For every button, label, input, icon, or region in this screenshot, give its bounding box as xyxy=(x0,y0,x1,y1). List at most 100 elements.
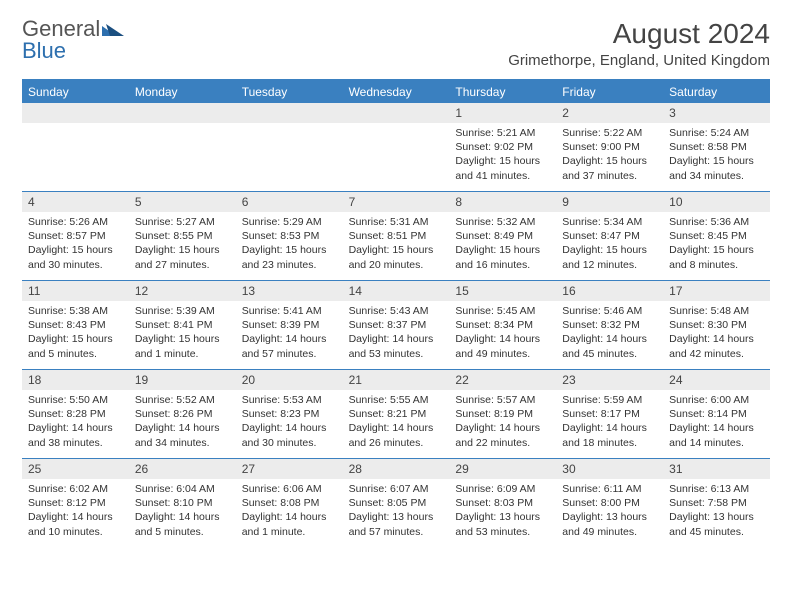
cell-line: Sunset: 8:14 PM xyxy=(669,407,764,421)
cell-day-number xyxy=(129,103,236,123)
logo: GeneralBlue xyxy=(22,18,124,62)
cell-line: Daylight: 13 hours and 45 minutes. xyxy=(669,510,764,538)
cell-line: Daylight: 14 hours and 34 minutes. xyxy=(135,421,230,449)
calendar-cell xyxy=(236,103,343,191)
calendar-cell: 18Sunrise: 5:50 AMSunset: 8:28 PMDayligh… xyxy=(22,370,129,458)
cell-line: Daylight: 14 hours and 10 minutes. xyxy=(28,510,123,538)
cell-day-number: 2 xyxy=(556,103,663,123)
week-row: 4Sunrise: 5:26 AMSunset: 8:57 PMDaylight… xyxy=(22,192,770,281)
calendar-cell: 12Sunrise: 5:39 AMSunset: 8:41 PMDayligh… xyxy=(129,281,236,369)
week-row: 18Sunrise: 5:50 AMSunset: 8:28 PMDayligh… xyxy=(22,370,770,459)
cell-line: Sunrise: 5:31 AM xyxy=(349,215,444,229)
week-row: 11Sunrise: 5:38 AMSunset: 8:43 PMDayligh… xyxy=(22,281,770,370)
cell-line: Daylight: 15 hours and 20 minutes. xyxy=(349,243,444,271)
cell-line: Sunset: 8:34 PM xyxy=(455,318,550,332)
cell-line: Sunset: 8:57 PM xyxy=(28,229,123,243)
cell-line: Sunrise: 6:06 AM xyxy=(242,482,337,496)
cell-line: Sunrise: 5:59 AM xyxy=(562,393,657,407)
cell-body: Sunrise: 5:43 AMSunset: 8:37 PMDaylight:… xyxy=(343,301,450,365)
cell-body: Sunrise: 5:24 AMSunset: 8:58 PMDaylight:… xyxy=(663,123,770,187)
cell-day-number: 12 xyxy=(129,281,236,301)
calendar-cell: 24Sunrise: 6:00 AMSunset: 8:14 PMDayligh… xyxy=(663,370,770,458)
calendar-cell: 7Sunrise: 5:31 AMSunset: 8:51 PMDaylight… xyxy=(343,192,450,280)
calendar-cell: 8Sunrise: 5:32 AMSunset: 8:49 PMDaylight… xyxy=(449,192,556,280)
cell-line: Sunrise: 5:24 AM xyxy=(669,126,764,140)
cell-line: Sunrise: 5:21 AM xyxy=(455,126,550,140)
calendar-cell: 17Sunrise: 5:48 AMSunset: 8:30 PMDayligh… xyxy=(663,281,770,369)
cell-body: Sunrise: 5:32 AMSunset: 8:49 PMDaylight:… xyxy=(449,212,556,276)
logo-mark-icon xyxy=(102,18,124,40)
cell-body: Sunrise: 5:39 AMSunset: 8:41 PMDaylight:… xyxy=(129,301,236,365)
logo-text-1: General xyxy=(22,18,100,40)
cell-line: Daylight: 15 hours and 8 minutes. xyxy=(669,243,764,271)
day-header-wednesday: Wednesday xyxy=(343,81,450,103)
cell-line: Sunset: 8:28 PM xyxy=(28,407,123,421)
cell-day-number: 31 xyxy=(663,459,770,479)
cell-line: Sunset: 8:49 PM xyxy=(455,229,550,243)
cell-body xyxy=(129,123,236,130)
cell-day-number: 18 xyxy=(22,370,129,390)
cell-body: Sunrise: 5:55 AMSunset: 8:21 PMDaylight:… xyxy=(343,390,450,454)
cell-day-number: 22 xyxy=(449,370,556,390)
cell-body: Sunrise: 6:09 AMSunset: 8:03 PMDaylight:… xyxy=(449,479,556,543)
day-header-sunday: Sunday xyxy=(22,81,129,103)
cell-body xyxy=(22,123,129,130)
cell-line: Sunrise: 6:13 AM xyxy=(669,482,764,496)
calendar-cell: 1Sunrise: 5:21 AMSunset: 9:02 PMDaylight… xyxy=(449,103,556,191)
cell-line: Sunrise: 5:29 AM xyxy=(242,215,337,229)
calendar-cell: 28Sunrise: 6:07 AMSunset: 8:05 PMDayligh… xyxy=(343,459,450,547)
calendar: Sunday Monday Tuesday Wednesday Thursday… xyxy=(22,79,770,547)
cell-line: Sunrise: 5:34 AM xyxy=(562,215,657,229)
weeks-container: 1Sunrise: 5:21 AMSunset: 9:02 PMDaylight… xyxy=(22,103,770,547)
cell-body: Sunrise: 6:06 AMSunset: 8:08 PMDaylight:… xyxy=(236,479,343,543)
cell-line: Daylight: 14 hours and 22 minutes. xyxy=(455,421,550,449)
calendar-cell: 21Sunrise: 5:55 AMSunset: 8:21 PMDayligh… xyxy=(343,370,450,458)
calendar-cell: 4Sunrise: 5:26 AMSunset: 8:57 PMDaylight… xyxy=(22,192,129,280)
cell-body xyxy=(343,123,450,130)
cell-body: Sunrise: 5:50 AMSunset: 8:28 PMDaylight:… xyxy=(22,390,129,454)
cell-line: Sunset: 8:32 PM xyxy=(562,318,657,332)
cell-day-number: 4 xyxy=(22,192,129,212)
cell-day-number: 1 xyxy=(449,103,556,123)
cell-line: Sunset: 8:47 PM xyxy=(562,229,657,243)
calendar-cell: 29Sunrise: 6:09 AMSunset: 8:03 PMDayligh… xyxy=(449,459,556,547)
cell-body xyxy=(236,123,343,130)
cell-day-number: 9 xyxy=(556,192,663,212)
cell-line: Sunset: 8:41 PM xyxy=(135,318,230,332)
day-header-thursday: Thursday xyxy=(449,81,556,103)
cell-day-number: 21 xyxy=(343,370,450,390)
calendar-cell: 5Sunrise: 5:27 AMSunset: 8:55 PMDaylight… xyxy=(129,192,236,280)
calendar-cell: 22Sunrise: 5:57 AMSunset: 8:19 PMDayligh… xyxy=(449,370,556,458)
cell-line: Sunrise: 5:38 AM xyxy=(28,304,123,318)
cell-day-number: 29 xyxy=(449,459,556,479)
cell-line: Daylight: 14 hours and 57 minutes. xyxy=(242,332,337,360)
cell-day-number: 10 xyxy=(663,192,770,212)
cell-line: Daylight: 14 hours and 49 minutes. xyxy=(455,332,550,360)
cell-day-number: 6 xyxy=(236,192,343,212)
cell-line: Sunrise: 5:45 AM xyxy=(455,304,550,318)
cell-day-number xyxy=(236,103,343,123)
cell-day-number: 17 xyxy=(663,281,770,301)
cell-body: Sunrise: 6:00 AMSunset: 8:14 PMDaylight:… xyxy=(663,390,770,454)
cell-line: Daylight: 15 hours and 23 minutes. xyxy=(242,243,337,271)
cell-day-number: 24 xyxy=(663,370,770,390)
cell-line: Sunset: 8:26 PM xyxy=(135,407,230,421)
cell-line: Sunset: 8:03 PM xyxy=(455,496,550,510)
calendar-cell xyxy=(22,103,129,191)
cell-body: Sunrise: 6:11 AMSunset: 8:00 PMDaylight:… xyxy=(556,479,663,543)
cell-body: Sunrise: 5:45 AMSunset: 8:34 PMDaylight:… xyxy=(449,301,556,365)
cell-line: Sunrise: 5:32 AM xyxy=(455,215,550,229)
cell-day-number: 30 xyxy=(556,459,663,479)
month-title: August 2024 xyxy=(508,18,770,50)
calendar-cell: 31Sunrise: 6:13 AMSunset: 7:58 PMDayligh… xyxy=(663,459,770,547)
cell-line: Sunset: 9:02 PM xyxy=(455,140,550,154)
calendar-cell: 10Sunrise: 5:36 AMSunset: 8:45 PMDayligh… xyxy=(663,192,770,280)
cell-line: Daylight: 14 hours and 26 minutes. xyxy=(349,421,444,449)
cell-body: Sunrise: 5:34 AMSunset: 8:47 PMDaylight:… xyxy=(556,212,663,276)
calendar-cell xyxy=(129,103,236,191)
cell-day-number: 11 xyxy=(22,281,129,301)
cell-body: Sunrise: 5:36 AMSunset: 8:45 PMDaylight:… xyxy=(663,212,770,276)
cell-line: Daylight: 15 hours and 16 minutes. xyxy=(455,243,550,271)
cell-body: Sunrise: 5:21 AMSunset: 9:02 PMDaylight:… xyxy=(449,123,556,187)
cell-line: Sunset: 8:17 PM xyxy=(562,407,657,421)
